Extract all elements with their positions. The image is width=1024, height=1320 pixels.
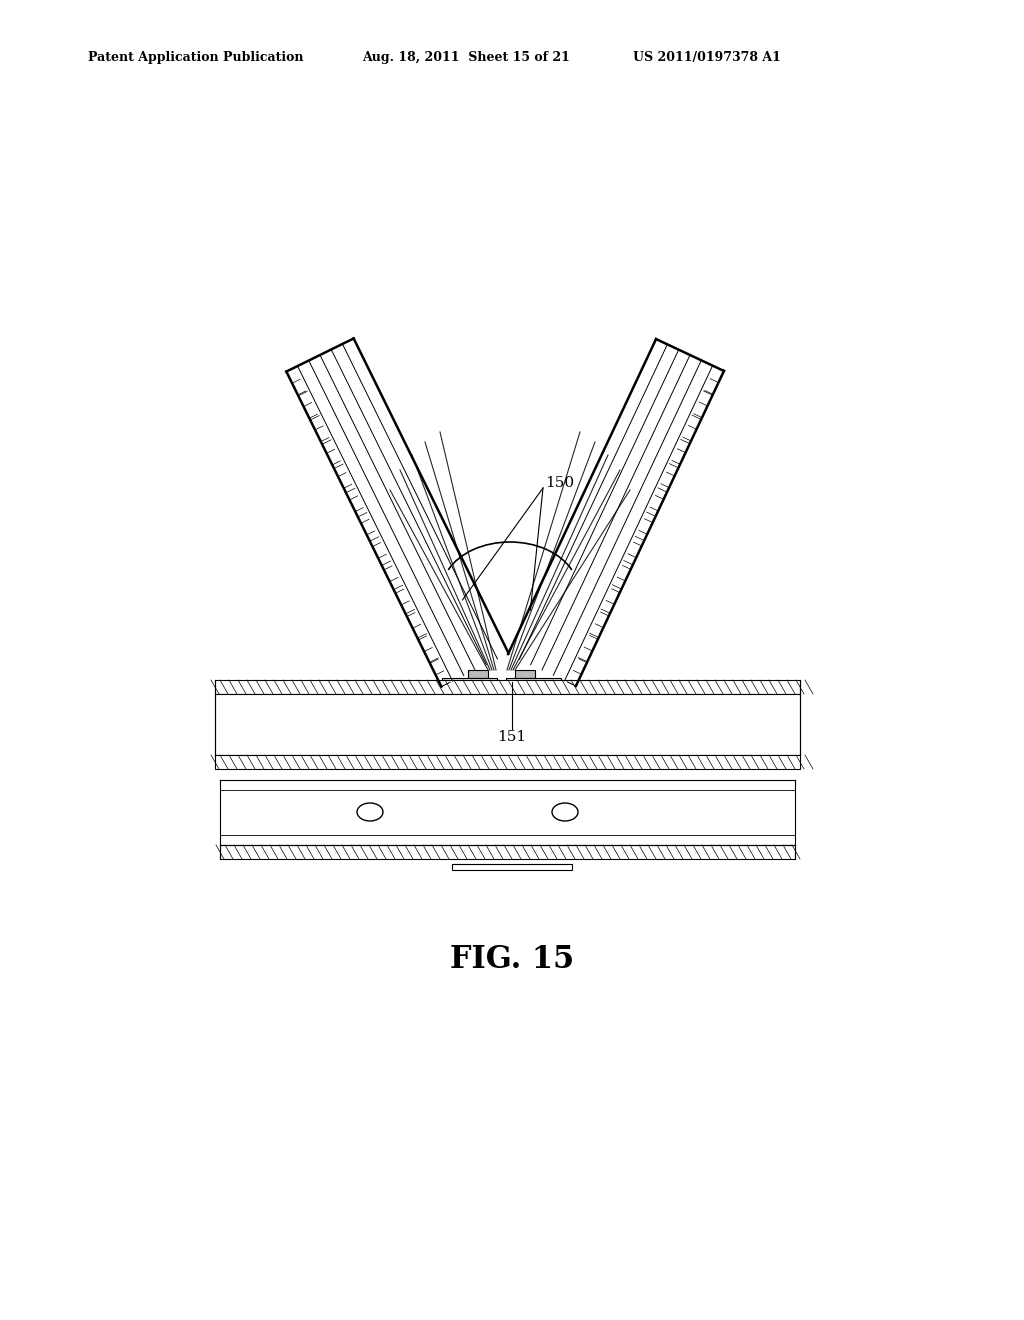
Bar bbox=[220, 845, 795, 859]
Bar bbox=[220, 789, 795, 836]
Bar bbox=[215, 694, 800, 755]
Text: Patent Application Publication: Patent Application Publication bbox=[88, 51, 303, 65]
Text: US 2011/0197378 A1: US 2011/0197378 A1 bbox=[633, 51, 781, 65]
Text: 150: 150 bbox=[545, 477, 574, 490]
Bar bbox=[215, 680, 800, 694]
Bar bbox=[442, 678, 497, 682]
Bar bbox=[506, 678, 561, 682]
Text: Aug. 18, 2011  Sheet 15 of 21: Aug. 18, 2011 Sheet 15 of 21 bbox=[362, 51, 570, 65]
Ellipse shape bbox=[552, 803, 578, 821]
Bar bbox=[452, 865, 572, 870]
Text: 151: 151 bbox=[498, 730, 526, 744]
Ellipse shape bbox=[357, 803, 383, 821]
Bar bbox=[515, 671, 535, 678]
Bar bbox=[215, 755, 800, 770]
Text: FIG. 15: FIG. 15 bbox=[450, 945, 574, 975]
Bar bbox=[468, 671, 488, 678]
